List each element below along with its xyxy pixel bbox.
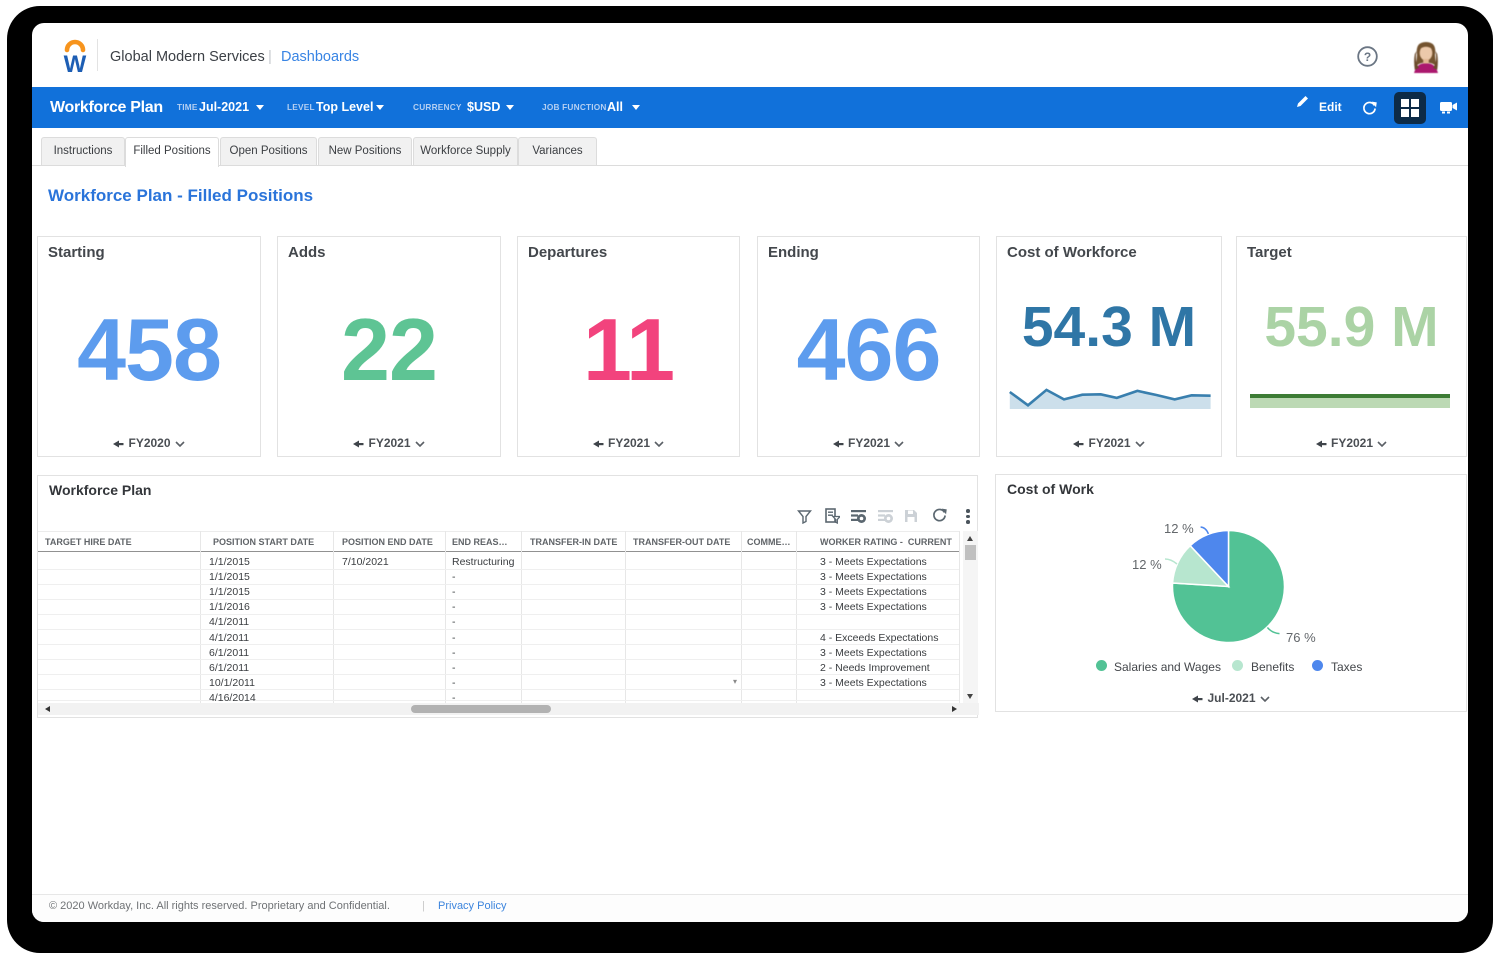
svg-text:W: W [64, 51, 87, 77]
svg-text:?: ? [1364, 50, 1371, 64]
